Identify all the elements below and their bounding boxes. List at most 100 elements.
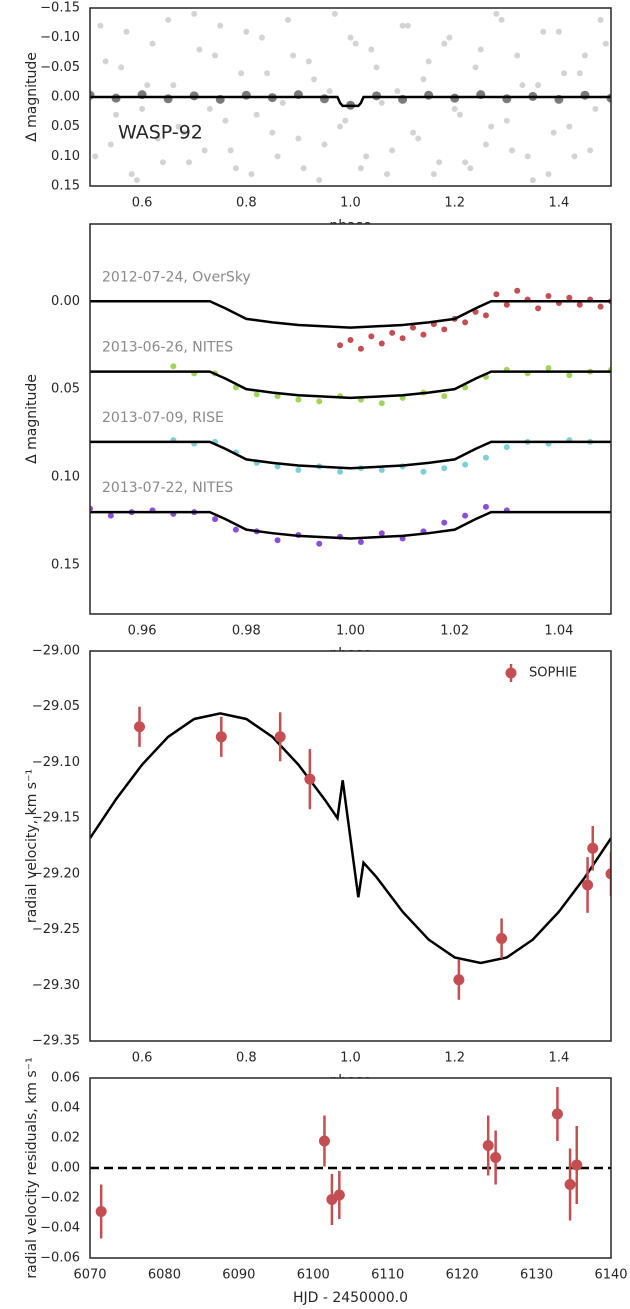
data-point xyxy=(550,129,557,136)
y-tick-label: 0.05 xyxy=(51,119,80,134)
data-point xyxy=(357,345,364,352)
axes-frame xyxy=(89,7,612,187)
data-point xyxy=(503,444,510,451)
data-point xyxy=(274,537,281,544)
x-tick-label: 1.0 xyxy=(340,1051,361,1066)
data-point xyxy=(326,88,333,95)
y-axis-label: radial velocity, km s⁻¹ xyxy=(24,769,40,923)
data-point xyxy=(102,58,109,65)
data-point xyxy=(113,111,120,118)
x-tick-label: 0.6 xyxy=(132,1051,153,1066)
data-point xyxy=(196,46,203,53)
x-tick-label: 1.2 xyxy=(444,1051,465,1066)
y-tick-label: 0.10 xyxy=(51,469,80,484)
data-point xyxy=(133,177,140,184)
data-point xyxy=(441,465,448,472)
data-point xyxy=(163,94,173,104)
y-tick-label: −29.20 xyxy=(32,866,80,881)
data-point xyxy=(605,868,611,880)
y-axis-label: Δ magnitude xyxy=(24,374,40,464)
data-point xyxy=(149,40,156,47)
data-point xyxy=(462,319,469,326)
y-tick-label: 0.00 xyxy=(51,294,80,309)
data-point xyxy=(170,363,177,370)
data-point xyxy=(212,516,219,523)
data-point xyxy=(253,391,260,398)
y-tick-label: −29.30 xyxy=(32,978,80,993)
data-point xyxy=(420,76,427,83)
model-line xyxy=(90,300,611,329)
x-tick-label: 1.2 xyxy=(444,196,465,211)
data-point xyxy=(472,64,479,71)
data-point xyxy=(123,28,130,35)
x-tick-label: 6110 xyxy=(371,1268,404,1283)
data-point xyxy=(576,301,583,308)
plot-layer xyxy=(90,1087,611,1239)
x-tick-label: 1.04 xyxy=(544,624,573,639)
data-point xyxy=(502,94,512,104)
data-point xyxy=(128,171,135,178)
data-point xyxy=(587,842,599,854)
data-point xyxy=(441,519,448,526)
data-point xyxy=(482,503,489,510)
data-point xyxy=(227,147,234,154)
data-point xyxy=(524,153,531,160)
x-tick-label: 0.8 xyxy=(236,1051,257,1066)
data-point xyxy=(238,70,245,77)
data-point xyxy=(420,468,427,475)
data-point xyxy=(383,171,390,178)
y-tick-label: −29.10 xyxy=(32,755,80,770)
data-point xyxy=(248,171,255,178)
series-label: 2013-07-09, RISE xyxy=(102,410,224,426)
y-tick-label: 0.15 xyxy=(51,557,80,572)
data-point xyxy=(441,40,448,47)
data-point xyxy=(503,117,510,124)
data-point xyxy=(165,16,172,23)
data-point xyxy=(175,123,182,130)
data-point xyxy=(95,1206,107,1217)
data-point xyxy=(482,1140,494,1151)
data-point xyxy=(566,372,573,379)
data-point xyxy=(587,147,594,154)
y-tick-label: 0.02 xyxy=(51,1131,80,1146)
y-tick-label: −29.25 xyxy=(32,922,80,937)
data-point xyxy=(378,340,385,347)
x-tick-label: 6130 xyxy=(520,1268,553,1283)
data-point xyxy=(451,105,458,112)
data-point xyxy=(305,58,312,65)
x-tick-label: 1.0 xyxy=(340,196,361,211)
data-point xyxy=(300,165,307,172)
data-point xyxy=(446,34,453,41)
axes-frame xyxy=(89,650,612,1042)
data-point xyxy=(540,28,547,35)
data-point xyxy=(566,294,573,301)
plot-layer xyxy=(90,706,611,1000)
data-point xyxy=(241,90,251,100)
y-tick-label: 0.10 xyxy=(51,149,80,164)
data-point xyxy=(441,326,448,333)
data-point xyxy=(582,879,594,891)
data-point xyxy=(425,58,432,65)
data-point xyxy=(498,16,505,23)
annotation: WASP-92 xyxy=(118,122,203,144)
data-point xyxy=(319,94,329,104)
data-point xyxy=(201,147,208,154)
data-point xyxy=(212,52,219,59)
data-point xyxy=(295,135,302,142)
data-point xyxy=(342,117,349,124)
data-point xyxy=(394,88,401,95)
series-label: 2012-07-24, OverSky xyxy=(102,269,251,285)
data-point xyxy=(139,105,146,112)
data-point xyxy=(535,82,542,89)
y-tick-label: −0.15 xyxy=(40,1,80,16)
data-point xyxy=(410,129,417,136)
y-axis-label: Δ magnitude xyxy=(24,52,40,142)
data-point xyxy=(274,153,281,160)
data-point xyxy=(561,70,568,77)
x-tick-label: 6070 xyxy=(73,1268,106,1283)
x-axis-label: HJD - 2450000.0 xyxy=(293,1290,408,1306)
data-point xyxy=(269,129,276,136)
x-tick-label: 1.4 xyxy=(549,1051,570,1066)
data-point xyxy=(191,10,198,17)
y-tick-label: −29.35 xyxy=(32,1034,80,1049)
